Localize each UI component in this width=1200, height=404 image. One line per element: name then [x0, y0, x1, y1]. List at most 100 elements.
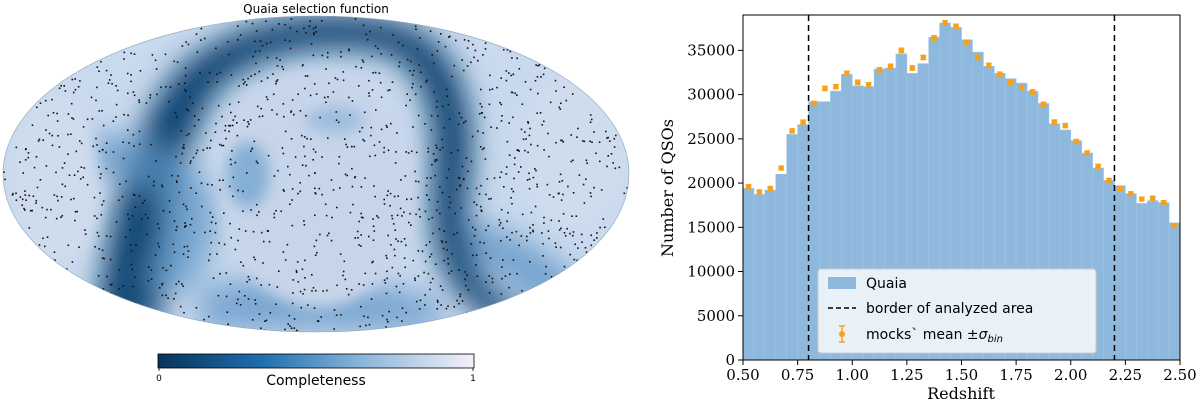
masked-pixel — [55, 171, 57, 174]
masked-pixel — [115, 116, 117, 118]
masked-pixel — [98, 166, 100, 168]
masked-pixel — [586, 162, 588, 164]
masked-pixel — [97, 235, 100, 237]
masked-pixel — [424, 123, 426, 125]
masked-pixel — [304, 277, 306, 279]
masked-pixel — [475, 264, 477, 266]
masked-pixel — [363, 111, 366, 114]
masked-pixel — [310, 138, 312, 140]
masked-pixel — [333, 328, 335, 330]
masked-pixel — [112, 151, 115, 153]
masked-pixel — [162, 209, 165, 212]
masked-pixel — [15, 199, 18, 201]
masked-pixel — [398, 65, 400, 68]
masked-pixel — [315, 192, 317, 195]
masked-pixel — [96, 144, 98, 146]
masked-pixel — [193, 231, 196, 234]
masked-pixel — [242, 190, 244, 193]
masked-pixel — [365, 324, 367, 327]
masked-pixel — [346, 174, 348, 177]
masked-pixel — [266, 77, 269, 79]
masked-pixel — [118, 199, 120, 201]
masked-pixel — [279, 59, 281, 61]
masked-pixel — [457, 149, 459, 152]
masked-pixel — [21, 204, 23, 206]
masked-pixel — [156, 223, 159, 225]
masked-pixel — [70, 102, 73, 105]
masked-pixel — [383, 198, 385, 201]
masked-pixel — [118, 288, 120, 290]
masked-pixel — [397, 240, 399, 242]
masked-pixel — [508, 286, 510, 289]
masked-pixel — [536, 112, 538, 114]
masked-pixel — [409, 70, 411, 72]
masked-pixel — [258, 50, 261, 52]
masked-pixel — [340, 51, 342, 53]
masked-pixel — [27, 152, 30, 154]
mock-point — [1095, 163, 1102, 170]
masked-pixel — [532, 229, 534, 232]
masked-pixel — [485, 229, 487, 232]
masked-pixel — [419, 71, 422, 74]
masked-pixel — [313, 245, 316, 248]
masked-pixel — [143, 199, 146, 202]
masked-pixel — [391, 214, 393, 217]
masked-pixel — [161, 282, 164, 285]
masked-pixel — [526, 235, 528, 238]
masked-pixel — [437, 301, 439, 303]
masked-pixel — [362, 138, 364, 141]
masked-pixel — [273, 212, 275, 215]
masked-pixel — [320, 20, 323, 22]
masked-pixel — [197, 119, 200, 121]
masked-pixel — [54, 259, 56, 261]
masked-pixel — [290, 327, 293, 329]
masked-pixel — [561, 139, 563, 142]
histogram-bar — [764, 189, 777, 361]
masked-pixel — [529, 232, 532, 234]
masked-pixel — [387, 89, 389, 92]
masked-pixel — [426, 194, 428, 196]
masked-pixel — [453, 233, 455, 236]
masked-pixel — [299, 110, 302, 112]
masked-pixel — [319, 116, 321, 119]
masked-pixel — [123, 51, 126, 54]
masked-pixel — [231, 124, 234, 127]
masked-pixel — [106, 275, 108, 278]
masked-pixel — [292, 279, 295, 281]
masked-pixel — [276, 113, 278, 116]
masked-pixel — [195, 152, 198, 155]
masked-pixel — [483, 116, 486, 119]
masked-pixel — [372, 72, 374, 74]
masked-pixel — [228, 130, 230, 133]
masked-pixel — [401, 307, 404, 309]
masked-pixel — [182, 146, 184, 149]
masked-pixel — [558, 181, 561, 183]
masked-pixel — [176, 225, 178, 228]
masked-pixel — [417, 250, 420, 252]
masked-pixel — [184, 82, 186, 85]
masked-pixel — [398, 291, 401, 294]
masked-pixel — [301, 134, 303, 137]
masked-pixel — [229, 222, 231, 225]
masked-pixel — [130, 263, 133, 266]
masked-pixel — [52, 111, 55, 114]
masked-pixel — [521, 103, 524, 105]
mollweide-map — [3, 16, 629, 332]
masked-pixel — [363, 140, 366, 142]
masked-pixel — [219, 272, 221, 275]
masked-pixel — [11, 194, 14, 196]
masked-pixel — [53, 194, 56, 196]
masked-pixel — [371, 283, 374, 285]
masked-pixel — [161, 283, 163, 286]
masked-pixel — [542, 73, 545, 76]
mock-point — [985, 62, 992, 69]
masked-pixel — [441, 191, 444, 194]
masked-pixel — [413, 69, 415, 72]
masked-pixel — [500, 239, 502, 242]
masked-pixel — [201, 205, 203, 208]
masked-pixel — [441, 146, 444, 149]
masked-pixel — [489, 257, 492, 259]
masked-pixel — [129, 229, 132, 231]
masked-pixel — [554, 242, 557, 244]
masked-pixel — [128, 218, 130, 220]
